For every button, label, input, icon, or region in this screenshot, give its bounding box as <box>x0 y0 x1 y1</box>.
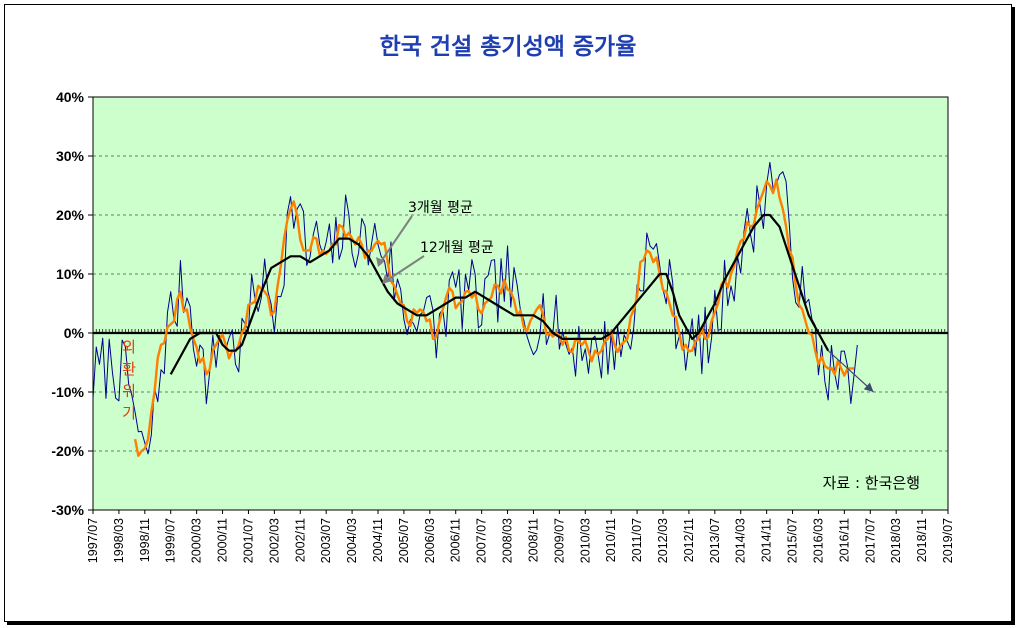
x-tick-label: 2012/11 <box>682 518 696 562</box>
x-tick-label: 1998/11 <box>138 518 152 562</box>
x-tick-label: 2009/07 <box>552 518 566 563</box>
ma12-label: 12개월 평균 <box>420 240 494 256</box>
x-tick-label: 2006/03 <box>423 518 437 563</box>
crisis-char-3: 위 <box>122 382 136 400</box>
y-tick-label: -30% <box>51 502 84 518</box>
series-ma3-line <box>133 178 855 457</box>
plot-area <box>92 96 949 511</box>
x-tick-label: 2004/03 <box>345 518 359 563</box>
x-tick-label: 2003/07 <box>319 518 333 563</box>
ma3-pointer-line <box>379 215 413 264</box>
grid-lines <box>93 155 948 452</box>
series-lines <box>92 161 874 457</box>
x-tick-label: 2018/11 <box>915 518 929 562</box>
x-tick-label: 2002/03 <box>267 518 281 563</box>
x-tick-label: 2014/03 <box>734 518 748 563</box>
x-tick-label: 2019/07 <box>941 518 955 563</box>
x-tick-label: 2016/03 <box>811 518 825 563</box>
x-tick-label: 2010/03 <box>578 518 592 563</box>
chart-title: 한국 건설 총기성액 증가율 <box>380 34 637 60</box>
x-tick-label: 2000/03 <box>190 518 204 563</box>
x-tick-label: 2005/07 <box>397 518 411 563</box>
x-tick-label: 1998/03 <box>112 518 126 563</box>
x-tick-label: 2013/07 <box>708 518 722 563</box>
ma12-pointer-arrowhead <box>382 274 392 284</box>
x-tick-label: 2014/11 <box>760 518 774 562</box>
x-tick-label: 1999/07 <box>164 518 178 563</box>
x-tick-label: 2008/03 <box>501 518 515 563</box>
annotation-ma3: 3개월 평균 <box>376 200 473 267</box>
source-note: 자료 : 한국은행 <box>823 474 920 492</box>
x-tick-label: 2000/11 <box>216 518 230 562</box>
crisis-char-2: 환 <box>122 360 136 378</box>
x-tick-label: 2012/03 <box>656 518 670 563</box>
series-ma12-line <box>169 213 830 375</box>
x-tick-label: 2018/03 <box>889 518 903 563</box>
y-tick-label: 40% <box>56 89 85 105</box>
y-axis-ticks: -30% -20% -10% 0% 10% 20% 30% 40% <box>51 89 93 518</box>
x-tick-label: 2010/11 <box>604 518 618 562</box>
ma12-pointer-line <box>385 255 425 282</box>
y-tick-label: -10% <box>51 384 84 400</box>
x-axis-ticks: 1997/07 1998/03 1998/11 1999/07 2000/03 2000/… <box>86 510 955 563</box>
crisis-label: 외 환 위 기 <box>122 338 136 422</box>
x-tick-label: 2001/07 <box>241 518 255 563</box>
y-tick-label: 20% <box>56 207 85 223</box>
x-tick-label: 2016/11 <box>837 518 851 562</box>
x-tick-label: 1997/07 <box>86 518 100 563</box>
trend-arrow-line <box>827 350 874 393</box>
trend-arrowhead <box>863 382 874 392</box>
zero-line <box>92 329 949 335</box>
crisis-char-4: 기 <box>122 404 136 422</box>
x-tick-label: 2006/11 <box>449 518 463 562</box>
x-tick-label: 2015/07 <box>786 518 800 563</box>
x-tick-label: 2008/11 <box>526 518 540 562</box>
y-tick-label: 30% <box>56 148 85 164</box>
x-tick-label: 2007/07 <box>475 518 489 563</box>
x-tick-label: 2002/11 <box>293 518 307 562</box>
annotation-ma12: 12개월 평균 <box>382 240 494 284</box>
y-tick-label: -20% <box>51 443 84 459</box>
x-tick-label: 2017/07 <box>863 518 877 563</box>
y-tick-label: 10% <box>56 266 85 282</box>
y-tick-label: 0% <box>64 325 85 341</box>
ma3-label: 3개월 평균 <box>408 200 473 216</box>
x-tick-label: 2011/07 <box>630 518 644 562</box>
crisis-char-1: 외 <box>122 338 136 356</box>
ma3-pointer-arrowhead <box>376 257 385 267</box>
x-tick-label: 2004/11 <box>371 518 385 562</box>
